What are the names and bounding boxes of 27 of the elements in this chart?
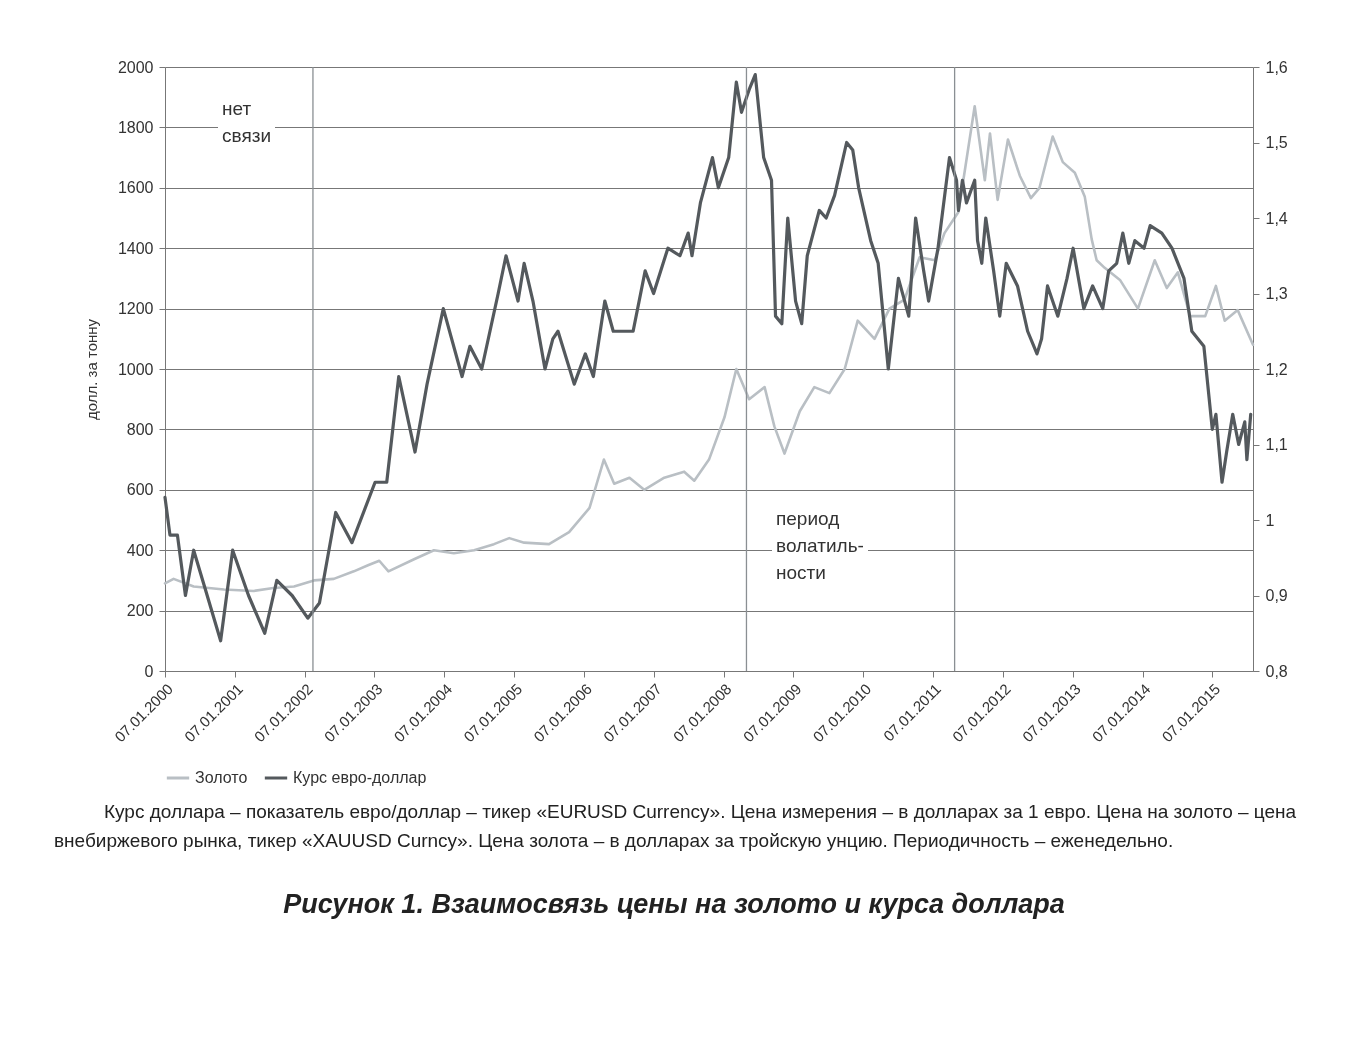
text: Рисунок 1. Взаимосвязь цены на золото и курса доллара [282, 889, 1066, 920]
y2-tick-label: 1,2 [1265, 360, 1288, 378]
y-tick-label: 1400 [117, 239, 154, 257]
y2-tick-label: 1,6 [1265, 58, 1288, 76]
y2-tick-label: 1,1 [1265, 436, 1288, 453]
y-tick-label: 1000 [117, 360, 154, 378]
y-tick-label: 800 [126, 420, 154, 438]
y-axis-title: долл. за тонну [82, 318, 100, 421]
y2-tick-label: 0,9 [1265, 587, 1288, 604]
y-tick-label: 600 [126, 481, 154, 499]
legend-label: Курс евро-доллар [293, 769, 427, 786]
y-tick-label: 1600 [117, 179, 154, 197]
y-tick-label: 1200 [117, 300, 154, 318]
y-tick-label: 400 [126, 541, 154, 559]
y2-tick-label: 0,8 [1265, 662, 1288, 680]
y-tick-label: 2000 [117, 58, 154, 76]
text: Курс доллара – показатель евро/доллар – тикер «EURUSD Currency». Цена измерения – в долларах за 1 евро. Цена на золото – цена внебиржевого рынка, тикер «XAUUSD Curncy». Цена золота – в долларах за тройскую унцию. Периодичность – еженедельно. [54, 800, 1298, 853]
y2-tick-label: 1,4 [1265, 209, 1288, 227]
y2-tick-label: 1,3 [1265, 285, 1288, 302]
legend-label: Золото [195, 769, 248, 786]
y-tick-label: 200 [126, 602, 154, 620]
annotation: нет связи [218, 95, 275, 149]
y-tick-label: 0 [144, 662, 154, 680]
y-tick-label: 1800 [117, 118, 154, 136]
y2-tick-label: 1 [1265, 511, 1275, 529]
y2-tick-label: 1,5 [1265, 134, 1288, 151]
annotation: период волатиль- ности [772, 505, 868, 586]
